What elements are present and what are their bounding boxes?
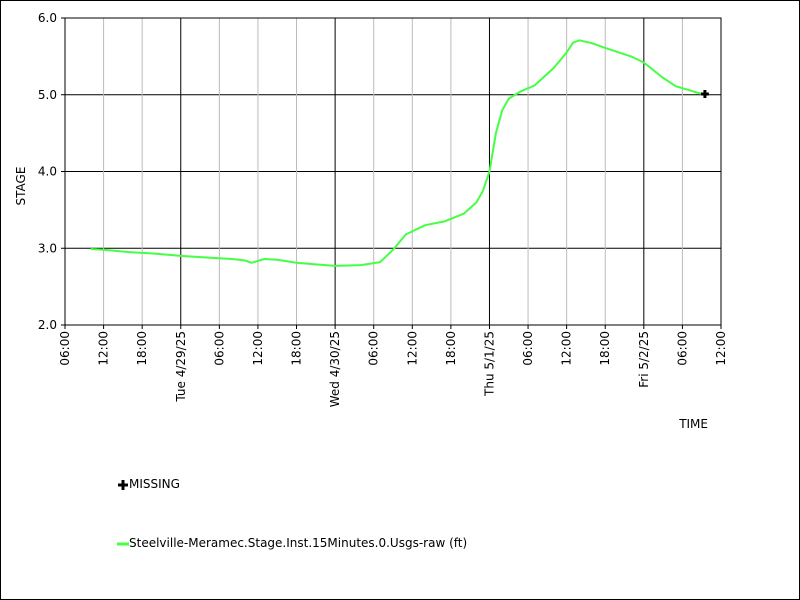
- x-tick-label: 18:00: [290, 331, 304, 366]
- series-line-swatch: [117, 542, 129, 545]
- missing-marker: [700, 89, 709, 98]
- grid: [64, 17, 722, 326]
- x-tick-label: 06:00: [212, 331, 226, 366]
- x-tick-label: 06:00: [521, 331, 535, 366]
- x-axis-ticks: 06:00 12:00 18:00 Tue 4/29/25 06:00 12:00 18:0…: [58, 325, 728, 407]
- x-tick-label: 12:00: [560, 331, 574, 366]
- x-tick-label: 18:00: [598, 331, 612, 366]
- legend-missing: MISSING: [117, 477, 180, 491]
- x-tick-label: 06:00: [367, 331, 381, 366]
- x-tick-label: Tue 4/29/25: [174, 331, 188, 403]
- y-axis-ticks: 2.0 3.0 4.0 5.0 6.0: [38, 11, 65, 332]
- x-tick-label: 12:00: [251, 331, 265, 366]
- y-tick-label: 6.0: [38, 11, 57, 25]
- y-tick-label: 5.0: [38, 88, 57, 102]
- missing-markers: [700, 89, 709, 98]
- x-tick-label: Thu 5/1/25: [482, 331, 496, 397]
- series-line: [90, 39, 702, 267]
- x-tick-label: 12:00: [97, 331, 111, 366]
- x-tick-label: Fri 5/2/25: [637, 331, 651, 388]
- y-tick-label: 3.0: [38, 241, 57, 255]
- x-tick-label: 06:00: [58, 331, 72, 366]
- x-tick-label: 12:00: [405, 331, 419, 366]
- legend-series-label: Steelville-Meramec.Stage.Inst.15Minutes.…: [129, 536, 468, 550]
- x-axis-label: TIME: [678, 417, 708, 431]
- legend-missing-label: MISSING: [129, 477, 180, 491]
- x-tick-label: 06:00: [675, 331, 689, 366]
- x-tick-label: 18:00: [135, 331, 149, 366]
- x-tick-label: Wed 4/30/25: [328, 331, 342, 407]
- legend-series: Steelville-Meramec.Stage.Inst.15Minutes.…: [117, 536, 467, 550]
- y-tick-label: 4.0: [38, 165, 57, 179]
- y-tick-label: 2.0: [38, 318, 57, 332]
- x-tick-label: 18:00: [444, 331, 458, 366]
- x-tick-label: 12:00: [714, 331, 728, 366]
- plus-icon: [118, 479, 128, 490]
- y-axis-label: STAGE: [14, 167, 28, 206]
- series-layer: [90, 39, 702, 267]
